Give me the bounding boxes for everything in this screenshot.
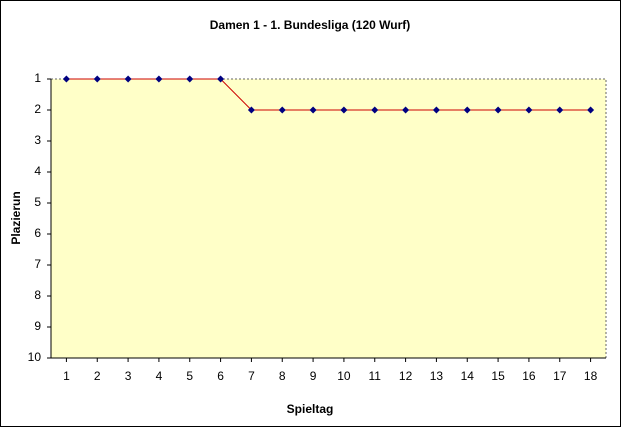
y-axis-label: Plazierun — [9, 191, 23, 244]
data-point — [525, 106, 533, 114]
x-tick-label: 7 — [248, 369, 255, 383]
data-point — [494, 106, 502, 114]
data-point — [587, 106, 595, 114]
chart-title: Damen 1 - 1. Bundesliga (120 Wurf) — [210, 18, 411, 32]
data-point — [247, 106, 255, 114]
y-tick-label: 10 — [28, 350, 42, 364]
y-tick-label: 8 — [34, 288, 41, 302]
y-tick-label: 4 — [34, 164, 41, 178]
x-tick-label: 18 — [584, 369, 598, 383]
x-axis-label: Spieltag — [287, 402, 334, 416]
x-tick-label: 16 — [522, 369, 536, 383]
plot-border — [51, 78, 607, 358]
x-tick-label: 5 — [186, 369, 193, 383]
data-point — [186, 75, 194, 83]
data-point — [556, 106, 564, 114]
data-point — [155, 75, 163, 83]
x-tick-label: 12 — [399, 369, 413, 383]
x-tick-label: 4 — [156, 369, 163, 383]
x-tick-label: 15 — [491, 369, 505, 383]
data-point — [124, 75, 132, 83]
x-tick-label: 11 — [369, 369, 382, 383]
data-point — [278, 106, 286, 114]
data-point — [402, 106, 410, 114]
y-tick-label: 7 — [34, 257, 41, 271]
data-point — [309, 106, 317, 114]
x-tick-label: 3 — [125, 369, 132, 383]
x-tick-label: 17 — [553, 369, 567, 383]
x-tick-label: 2 — [94, 369, 101, 383]
data-point — [340, 106, 348, 114]
data-point — [432, 106, 440, 114]
x-tick-label: 6 — [217, 369, 224, 383]
y-tick-label: 6 — [34, 226, 41, 240]
y-tick-label: 1 — [34, 71, 41, 85]
data-point — [217, 75, 225, 83]
x-tick-label: 14 — [461, 369, 475, 383]
x-tick-label: 1 — [63, 369, 70, 383]
x-tick-label: 10 — [337, 369, 351, 383]
x-tick-label: 9 — [310, 369, 317, 383]
data-line — [66, 78, 591, 111]
data-point — [463, 106, 471, 114]
y-tick-label: 5 — [34, 195, 41, 209]
x-tick-label: 13 — [430, 369, 444, 383]
y-tick-label: 2 — [34, 102, 41, 116]
y-tick-label: 9 — [34, 319, 41, 333]
data-point — [62, 75, 70, 83]
y-tick-label: 3 — [34, 133, 41, 147]
plot-area — [51, 79, 606, 358]
x-tick-label: 8 — [279, 369, 286, 383]
data-point — [93, 75, 101, 83]
data-point — [371, 106, 379, 114]
